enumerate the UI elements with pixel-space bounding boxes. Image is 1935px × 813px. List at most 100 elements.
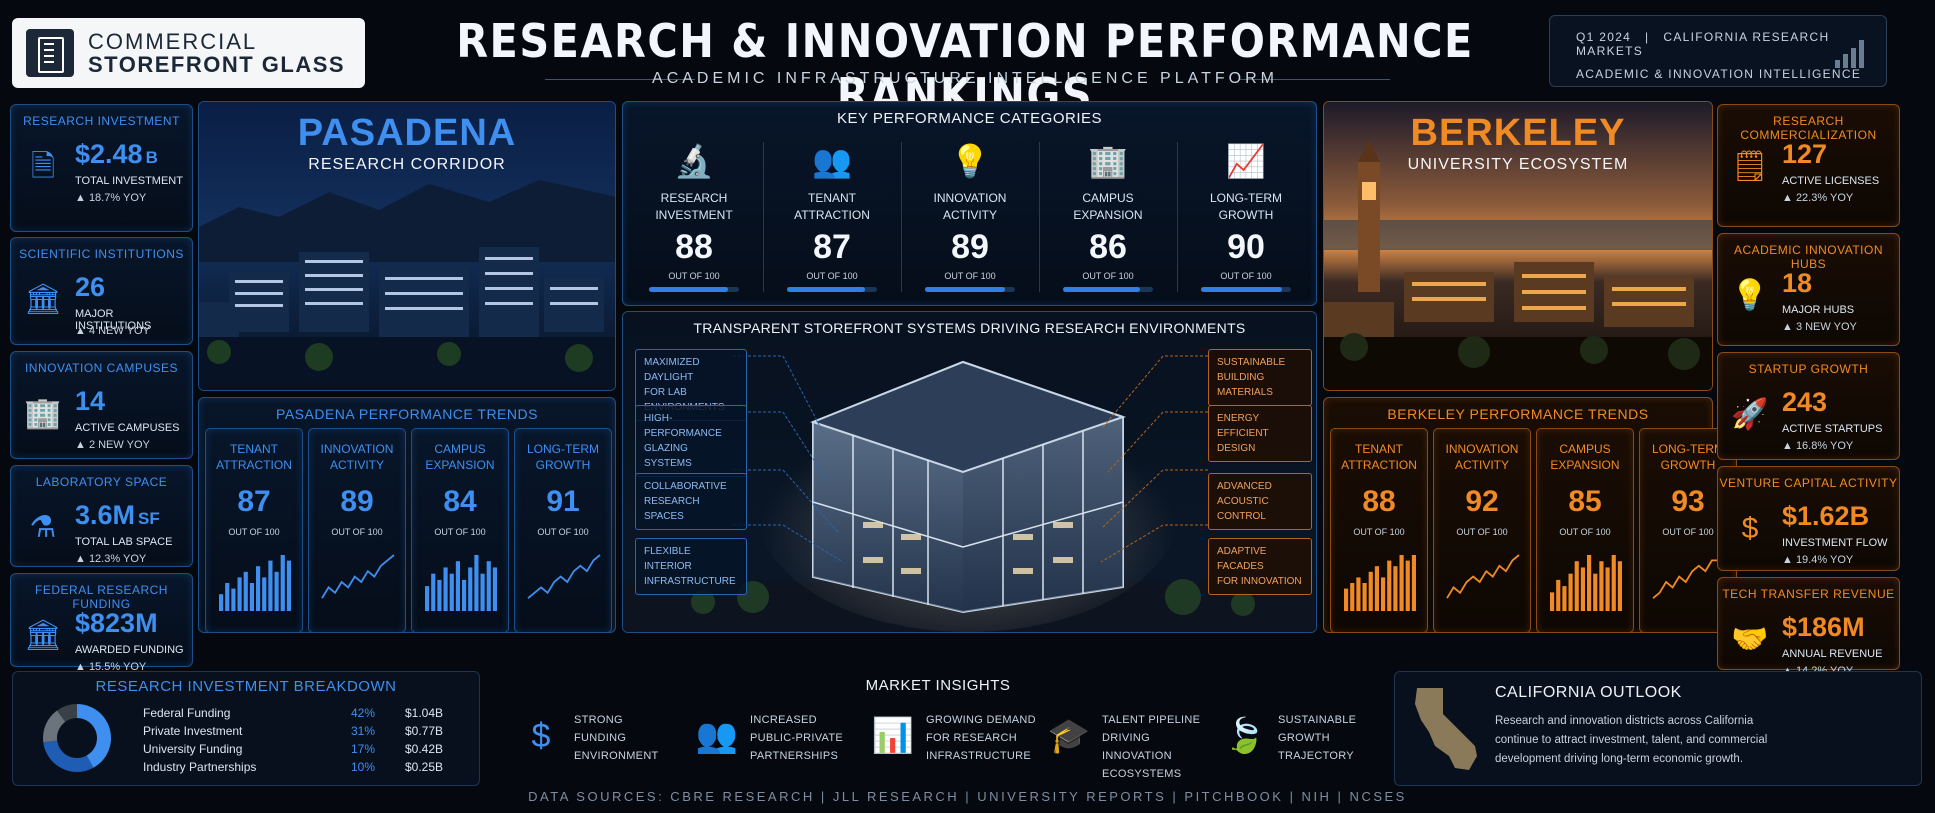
left-stat-card: SCIENTIFIC INSTITUTIONS 🏛 26 MAJOR INSTITUT… bbox=[10, 237, 193, 345]
document-icon: 🗎 bbox=[30, 150, 56, 183]
trend-out-of: OUT OF 100 bbox=[1662, 527, 1714, 537]
stat-yoy: ▲ 4 NEW YOY bbox=[75, 325, 150, 337]
trend-sparkline bbox=[219, 555, 291, 611]
stat-yoy: ▲ 2 NEW YOY bbox=[75, 439, 150, 451]
trend-line bbox=[321, 554, 395, 599]
california-map-icon bbox=[1415, 688, 1477, 770]
trend-bar bbox=[1562, 586, 1567, 611]
kpi-value: 88 bbox=[675, 228, 713, 266]
kpi-divider bbox=[1177, 142, 1178, 292]
trend-bar bbox=[1399, 555, 1404, 611]
trend-label-line-1: TENANT bbox=[230, 442, 278, 456]
insight-item: $ STRONG FUNDING ENVIRONMENT bbox=[516, 707, 692, 767]
trend-line bbox=[1446, 554, 1520, 599]
kpi-out-of: OUT OF 100 bbox=[806, 271, 858, 281]
trend-bar bbox=[1356, 577, 1361, 611]
outlook-title: CALIFORNIA OUTLOOK bbox=[1495, 684, 1682, 701]
trend-bar bbox=[1374, 566, 1379, 611]
kpi-out-of: OUT OF 100 bbox=[944, 271, 996, 281]
stat-description: INVESTMENT FLOW bbox=[1782, 537, 1888, 549]
trend-value: 91 bbox=[546, 485, 580, 518]
kpi-label-line-2: ACTIVITY bbox=[942, 208, 997, 222]
kpi-out-of: OUT OF 100 bbox=[1220, 271, 1272, 281]
trend-sparkline bbox=[1344, 555, 1416, 611]
trend-bar bbox=[225, 583, 230, 611]
insight-line-2: FUNDING bbox=[574, 732, 627, 744]
handshake-icon: 🤝 bbox=[1731, 623, 1769, 656]
trend-bar bbox=[1574, 561, 1579, 611]
stat-value: 18 bbox=[1782, 268, 1812, 299]
stat-description: ANNUAL REVENUE bbox=[1782, 648, 1883, 660]
trend-bar bbox=[1593, 573, 1598, 611]
trend-value: 84 bbox=[443, 485, 477, 518]
trend-value: 88 bbox=[1362, 485, 1396, 518]
stat-value-number: 26 bbox=[75, 272, 106, 302]
trend-value: 92 bbox=[1465, 485, 1499, 518]
left-stat-card: INNOVATION CAMPUSES 🏢 14 ACTIVE CAMPUSES ▲ 2… bbox=[10, 351, 193, 459]
trend-bar bbox=[1350, 583, 1355, 611]
kpi-label-line-1: RESEARCH bbox=[660, 191, 728, 205]
microscope-icon: 🔬 bbox=[674, 143, 714, 179]
trend-label-line-1: CAMPUS bbox=[434, 442, 486, 456]
pas-trend-card: LONG-TERM GROWTH 91 OUT OF 100 bbox=[514, 428, 612, 633]
stat-value: 243 bbox=[1782, 387, 1827, 418]
trend-label-line-1: INNOVATION bbox=[1445, 442, 1519, 456]
ber-trend-card: CAMPUS EXPANSION 85 OUT OF 100 bbox=[1536, 428, 1634, 633]
kpi-label: LONG-TERM GROWTH bbox=[1177, 190, 1315, 224]
kpi-label-line-1: TENANT bbox=[808, 191, 856, 205]
insight-line-1: GROWING DEMAND bbox=[926, 714, 1036, 726]
kpi-divider bbox=[901, 142, 902, 292]
stat-label: RESEARCH INVESTMENT bbox=[23, 114, 180, 128]
kpi-value: 86 bbox=[1089, 228, 1127, 266]
stat-yoy: ▲ 15.5% YOY bbox=[75, 661, 147, 673]
lightbulb-head-icon: 💡 bbox=[1731, 279, 1769, 312]
building-panel: TRANSPARENT STOREFRONT SYSTEMS DRIVING R… bbox=[622, 311, 1317, 633]
breakdown-name: Federal Funding bbox=[143, 706, 231, 720]
left-stat-card: FEDERAL RESEARCH FUNDING 🏛 $823M AWARDED FU… bbox=[10, 573, 193, 673]
trend-bar bbox=[425, 586, 430, 611]
stat-label: ACADEMIC INNOVATION HUBS bbox=[1733, 243, 1884, 271]
kpi-panel: KEY PERFORMANCE CATEGORIES 🔬 RESEARCH INVE… bbox=[622, 101, 1317, 306]
donut-slice bbox=[57, 704, 77, 722]
trend-bar bbox=[1550, 592, 1555, 611]
bar-chart-icon bbox=[1835, 36, 1864, 68]
right-stat-card: TECH TRANSFER REVENUE 🤝 $186M ANNUAL REVENU… bbox=[1717, 577, 1900, 677]
data-sources: DATA SOURCES: CBRE RESEARCH | JLL RESEAR… bbox=[528, 789, 1407, 804]
insight-line-2: GROWTH bbox=[1278, 732, 1330, 744]
trend-label-line-1: INNOVATION bbox=[320, 442, 394, 456]
license-icon: 🗒 bbox=[1730, 150, 1770, 183]
kpi-label-line-2: INVESTMENT bbox=[655, 208, 733, 222]
insight-line-1: INCREASED bbox=[750, 714, 817, 726]
trend-label-line-2: EXPANSION bbox=[1550, 458, 1620, 472]
trend-bar bbox=[249, 583, 254, 611]
insight-line-3: TRAJECTORY bbox=[1278, 750, 1354, 762]
callout-line-2: BUILDING MATERIALS bbox=[1217, 372, 1273, 398]
leaf-icon: 🍃 bbox=[1223, 717, 1267, 755]
dollar-circle-icon: $ bbox=[531, 717, 551, 755]
kpi-label: INNOVATION ACTIVITY bbox=[901, 190, 1039, 224]
trend-label: TENANT ATTRACTION bbox=[206, 441, 302, 473]
logo-line-2: STOREFRONT GLASS bbox=[88, 52, 346, 77]
trend-bar bbox=[274, 571, 279, 611]
federal-icon: 🏛 bbox=[23, 619, 63, 652]
trend-bar bbox=[1393, 566, 1398, 611]
trend-sparkline bbox=[1550, 555, 1622, 611]
trend-bar bbox=[462, 579, 467, 611]
kpi-label-line-1: INNOVATION bbox=[933, 191, 1007, 205]
donut-slice bbox=[43, 740, 94, 772]
right-stat-card: VENTURE CAPITAL ACTIVITY $ $1.62B INVESTMEN… bbox=[1717, 466, 1900, 571]
insight-line-1: STRONG bbox=[574, 714, 623, 726]
insight-text: GROWING DEMAND FOR RESEARCH INFRASTRUCTURE bbox=[926, 711, 1036, 765]
trend-bar bbox=[256, 566, 261, 611]
trend-value: 87 bbox=[237, 485, 271, 518]
stat-yoy: ▲ 18.7% YOY bbox=[75, 192, 147, 204]
trend-line bbox=[527, 554, 601, 599]
outlook-text: Research and innovation districts across… bbox=[1495, 712, 1805, 769]
outlook-line-1: Research and innovation districts across… bbox=[1495, 715, 1754, 727]
kpi-score-bar bbox=[1063, 287, 1153, 292]
building-icon: 🏢 bbox=[1088, 143, 1128, 179]
brand-logo: COMMERCIAL STOREFRONT GLASS bbox=[12, 18, 365, 88]
stat-value-number: 14 bbox=[75, 386, 106, 416]
stat-value-number: 3.6M bbox=[75, 500, 136, 530]
stat-description: TOTAL INVESTMENT bbox=[75, 175, 183, 187]
